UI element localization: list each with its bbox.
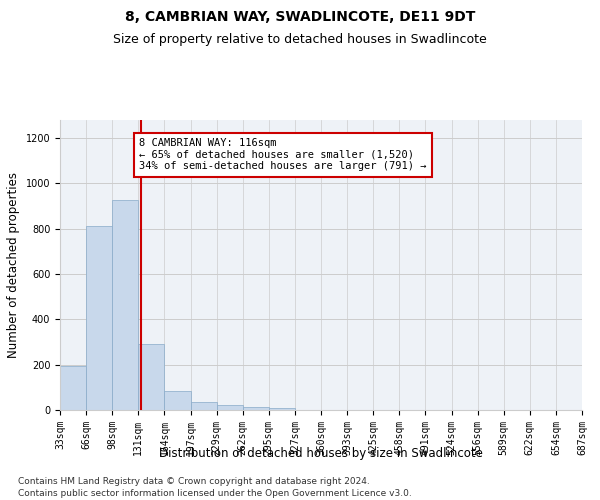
Bar [60, 366, 86, 410]
Text: 8, CAMBRIAN WAY, SWADLINCOTE, DE11 9DT: 8, CAMBRIAN WAY, SWADLINCOTE, DE11 9DT [125, 10, 475, 24]
Bar [112, 200, 139, 410]
Text: Contains public sector information licensed under the Open Government Licence v3: Contains public sector information licen… [18, 489, 412, 498]
Bar [191, 402, 217, 410]
Text: Contains HM Land Registry data © Crown copyright and database right 2024.: Contains HM Land Registry data © Crown c… [18, 478, 370, 486]
Text: Size of property relative to detached houses in Swadlincote: Size of property relative to detached ho… [113, 32, 487, 46]
Bar [217, 406, 243, 410]
Bar [164, 390, 191, 410]
Bar [86, 226, 112, 410]
Bar [139, 344, 164, 410]
Bar [269, 408, 295, 410]
Text: 8 CAMBRIAN WAY: 116sqm
← 65% of detached houses are smaller (1,520)
34% of semi-: 8 CAMBRIAN WAY: 116sqm ← 65% of detached… [139, 138, 427, 172]
Text: Distribution of detached houses by size in Swadlincote: Distribution of detached houses by size … [159, 448, 483, 460]
Bar [242, 406, 269, 410]
Y-axis label: Number of detached properties: Number of detached properties [7, 172, 20, 358]
